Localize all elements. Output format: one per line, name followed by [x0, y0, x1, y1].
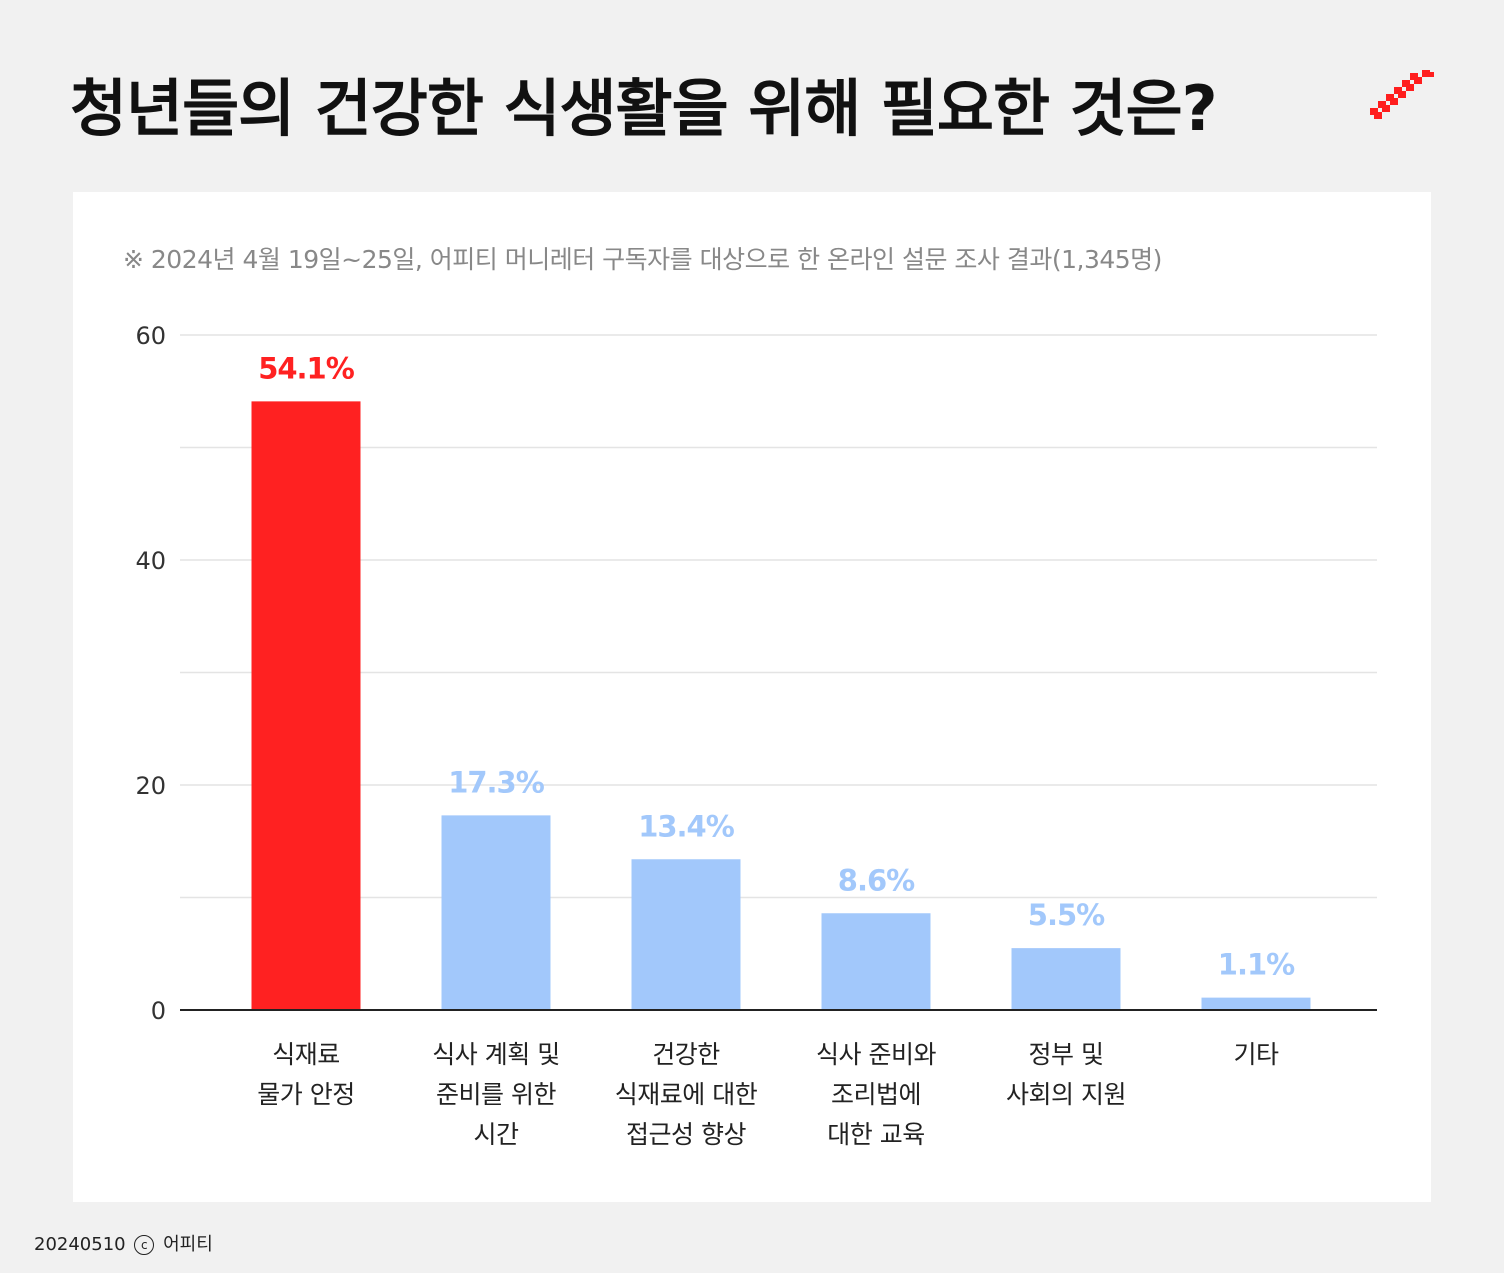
x-tick-label: 건강한 — [652, 1040, 720, 1069]
x-tick-label: 접근성 향상 — [626, 1120, 746, 1149]
data-label: 17.3% — [448, 765, 545, 799]
x-tick-label: 식사 계획 및 — [432, 1040, 559, 1069]
x-tick-label: 정부 및 — [1029, 1040, 1104, 1069]
x-tick-label: 대한 교육 — [827, 1120, 924, 1149]
survey-note: ※ 2024년 4월 19일~25일, 어피티 머니레터 구독자를 대상으로 한… — [123, 245, 1162, 274]
bar — [631, 859, 741, 1010]
bar — [251, 401, 361, 1010]
x-tick-label: 준비를 위한 — [436, 1080, 556, 1109]
x-tick-label: 시간 — [473, 1120, 519, 1149]
x-tick-label: 조리법에 — [831, 1080, 921, 1109]
x-tick-label: 식재료 — [272, 1040, 340, 1069]
bar — [1201, 997, 1311, 1010]
x-tick-label: 기타 — [1233, 1040, 1279, 1069]
x-tick-label: 사회의 지원 — [1006, 1080, 1126, 1109]
footer-date: 20240510 — [34, 1234, 126, 1255]
data-label: 13.4% — [638, 809, 735, 843]
x-tick-label: 물가 안정 — [257, 1080, 354, 1109]
data-label: 5.5% — [1028, 898, 1105, 932]
copyright-icon: c — [134, 1235, 155, 1255]
bar — [441, 815, 551, 1010]
y-tick-label: 0 — [151, 997, 166, 1025]
x-tick-label: 식사 준비와 — [816, 1040, 936, 1069]
footer: 20240510 c 어피티 — [34, 1230, 213, 1256]
chart-title: 청년들의 건강한 식생활을 위해 필요한 것은? — [70, 72, 1218, 145]
y-tick-label: 40 — [135, 547, 166, 575]
y-tick-label: 60 — [135, 322, 166, 350]
data-label: 1.1% — [1218, 948, 1295, 982]
data-label: 54.1% — [258, 351, 355, 385]
bar — [1011, 948, 1121, 1010]
footer-brand: 어피티 — [163, 1234, 213, 1255]
chart-card: ※ 2024년 4월 19일~25일, 어피티 머니레터 구독자를 대상으로 한… — [73, 192, 1431, 1202]
bar — [821, 913, 931, 1010]
data-label: 8.6% — [838, 863, 915, 897]
y-tick-label: 20 — [135, 772, 166, 800]
x-tick-label: 식재료에 대한 — [615, 1080, 758, 1109]
brand-logo-icon — [1370, 70, 1434, 119]
